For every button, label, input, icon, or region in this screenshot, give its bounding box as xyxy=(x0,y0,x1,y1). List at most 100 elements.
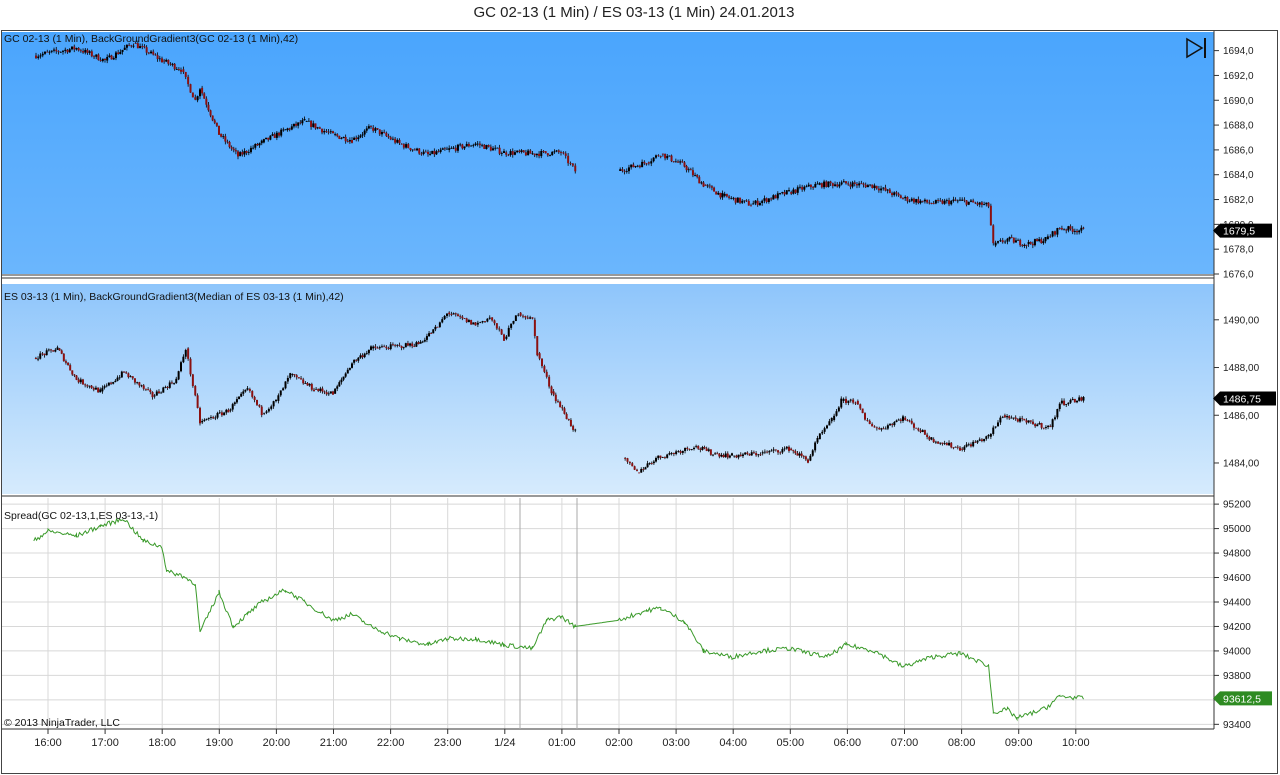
candle-body xyxy=(317,388,320,391)
candle-body xyxy=(567,418,570,420)
candle-body xyxy=(721,193,724,198)
x-tick-label: 18:00 xyxy=(148,737,176,749)
candle-body xyxy=(759,454,762,456)
candle-body xyxy=(542,150,545,152)
candle-body xyxy=(644,467,647,470)
candle-body xyxy=(827,181,830,187)
candle-body xyxy=(659,455,662,458)
x-tick-label: 06:00 xyxy=(834,737,862,749)
candle-body xyxy=(450,314,453,316)
candle-body xyxy=(915,199,918,203)
candle-body xyxy=(999,240,1002,242)
candle-body xyxy=(370,346,372,350)
candle-body xyxy=(519,312,522,316)
candle-body xyxy=(246,388,249,390)
candle-body xyxy=(293,374,296,376)
candle-body xyxy=(419,341,422,344)
candle-body xyxy=(1023,244,1026,247)
candle-body xyxy=(95,54,98,57)
candle-body xyxy=(156,55,159,59)
candle-body xyxy=(919,200,922,204)
candle-body xyxy=(1027,420,1030,423)
candle-body xyxy=(168,382,171,388)
candle-body xyxy=(88,51,91,53)
candle-body xyxy=(801,186,804,190)
y-tick-label: 1688,0 xyxy=(1223,121,1254,132)
y-tick-label: 1686,0 xyxy=(1223,145,1254,156)
candle-body xyxy=(329,391,332,394)
candle-body xyxy=(215,122,218,126)
candle-body xyxy=(108,55,111,57)
candle-body xyxy=(228,141,231,148)
candle-body xyxy=(732,197,735,199)
candle-body xyxy=(143,46,146,48)
candle-body xyxy=(1060,400,1063,404)
candle-body xyxy=(404,343,407,348)
candle-body xyxy=(720,454,723,457)
candle-body xyxy=(97,54,100,61)
candle-body xyxy=(256,144,259,146)
candle-body xyxy=(507,327,510,337)
candle-body xyxy=(289,373,292,378)
candle-body xyxy=(756,200,759,206)
candle-body xyxy=(220,412,223,416)
candle-body xyxy=(112,58,115,60)
scroll-to-end-icon[interactable] xyxy=(1184,36,1210,60)
candle-body xyxy=(441,148,444,150)
candle-body xyxy=(952,447,955,449)
candle-body xyxy=(1027,241,1030,245)
candle-body xyxy=(1076,400,1079,403)
x-tick-label: 01:00 xyxy=(548,737,576,749)
candle-body xyxy=(685,166,688,171)
candle-body xyxy=(1040,423,1043,428)
candle-body xyxy=(213,120,216,123)
candle-body xyxy=(652,157,655,162)
candle-body xyxy=(165,59,168,62)
candle-body xyxy=(346,141,349,143)
candle-body xyxy=(878,428,881,430)
candle-body xyxy=(173,383,176,384)
candle-body xyxy=(1051,419,1054,428)
candle-body xyxy=(187,76,190,85)
candle-body xyxy=(1003,415,1006,418)
candle-body xyxy=(1058,403,1061,410)
candle-body xyxy=(180,69,182,72)
candle-body xyxy=(225,409,228,413)
candle-body xyxy=(476,143,479,145)
candle-body xyxy=(505,152,508,155)
candle-body xyxy=(431,150,434,154)
candle-body xyxy=(406,343,409,346)
candle-body xyxy=(452,147,455,149)
candle-body xyxy=(454,147,457,151)
candle-body xyxy=(212,417,215,419)
candle-body xyxy=(304,383,307,384)
candle-body xyxy=(932,439,935,443)
candle-body xyxy=(226,141,229,143)
candle-body xyxy=(493,320,496,324)
candle-body xyxy=(873,426,876,428)
candle-body xyxy=(1008,237,1011,240)
candle-body xyxy=(123,371,125,373)
candle-body xyxy=(758,203,761,206)
candle-body xyxy=(101,58,104,62)
y-tick-label: 94800 xyxy=(1223,549,1251,560)
candle-body xyxy=(675,451,678,455)
candle-body xyxy=(58,348,61,351)
candle-body xyxy=(531,317,534,319)
candle-body xyxy=(809,184,812,188)
candle-body xyxy=(380,346,383,348)
candle-body xyxy=(840,398,843,408)
candle-body xyxy=(889,424,892,426)
candle-body xyxy=(840,182,843,185)
candle-body xyxy=(507,154,510,156)
candle-body xyxy=(332,391,334,395)
candle-body xyxy=(514,315,517,322)
y-tick-label: 1490,00 xyxy=(1223,315,1260,326)
panel-gc-label: GC 02-13 (1 Min), BackGroundGradient3(GC… xyxy=(4,33,298,45)
chart-frame[interactable] xyxy=(1,30,1278,774)
candle-body xyxy=(875,185,878,189)
candle-body xyxy=(770,450,773,452)
candle-body xyxy=(201,87,204,94)
candle-body xyxy=(1080,397,1083,401)
